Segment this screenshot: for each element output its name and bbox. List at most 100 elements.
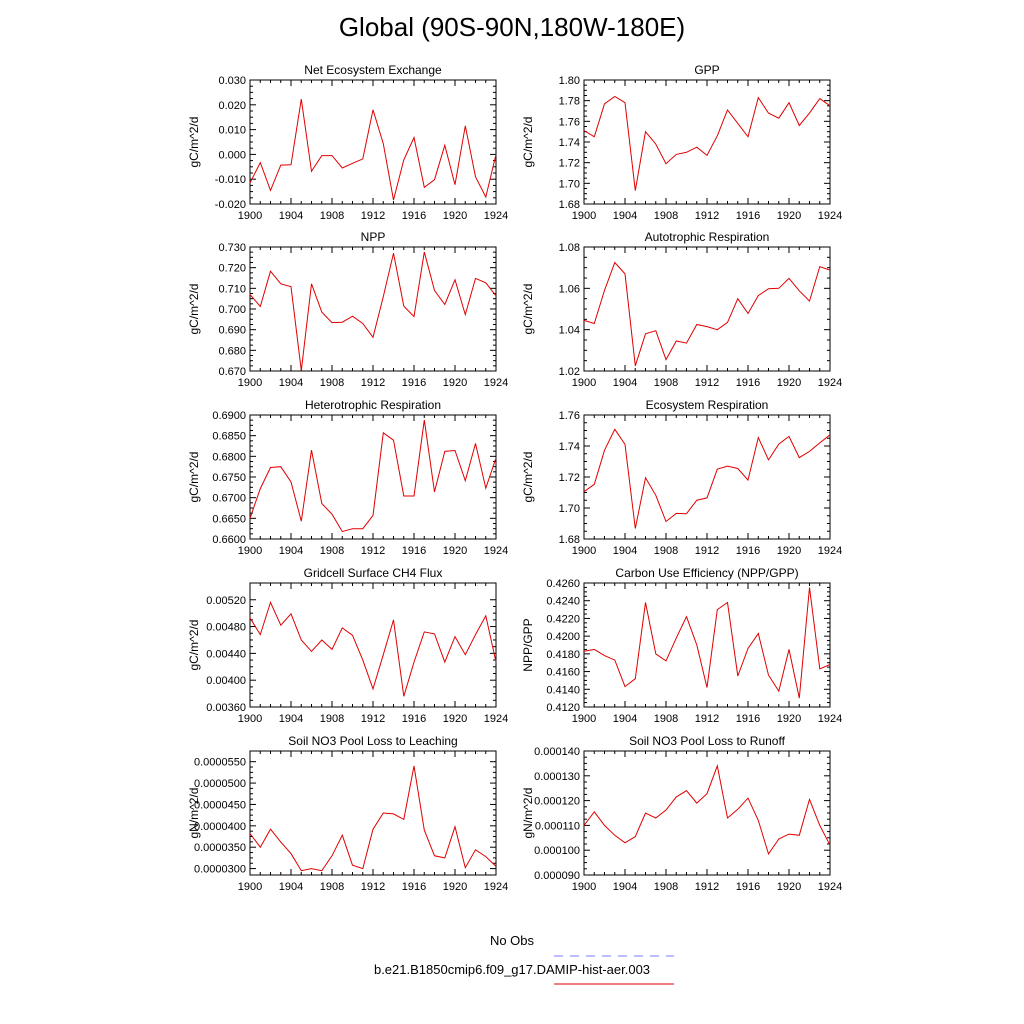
x-tick-label: 1916 [736, 881, 760, 893]
x-tick-label: 1908 [320, 881, 344, 893]
plot-frame [583, 246, 831, 372]
y-tick-label: 0.700 [218, 304, 246, 316]
y-tick-label: 0.000 [218, 149, 246, 161]
y-tick-label: 0.6750 [212, 472, 246, 484]
chart-title: NPP [361, 230, 386, 244]
x-tick-label: 1904 [613, 881, 637, 893]
x-tick-label: 1912 [695, 210, 719, 222]
plot-frame [583, 750, 831, 876]
y-tick-label: 1.80 [559, 75, 580, 87]
y-tick-label: 1.74 [559, 441, 580, 453]
x-tick-label: 1904 [613, 545, 637, 557]
x-tick-label: 1904 [279, 713, 303, 725]
chart-title: Soil NO3 Pool Loss to Leaching [288, 734, 457, 748]
y-tick-label: -0.010 [215, 174, 246, 186]
x-tick-label: 1920 [443, 881, 467, 893]
x-tick-label: 1920 [443, 210, 467, 222]
x-tick-label: 1924 [484, 545, 508, 557]
chart-title: Heterotrophic Respiration [305, 398, 441, 412]
x-tick-label: 1904 [613, 377, 637, 389]
x-tick-label: 1912 [695, 881, 719, 893]
x-tick-label: 1916 [736, 210, 760, 222]
x-tick-label: 1916 [402, 881, 426, 893]
y-axis-label: gC/m^2/d [187, 452, 201, 503]
y-tick-label: 0.00480 [206, 622, 246, 634]
x-tick-label: 1924 [818, 881, 842, 893]
chart-10: Soil NO3 Pool Loss to Runoff 1900 1904 1908… [521, 734, 842, 893]
y-axis-label: gC/m^2/d [521, 452, 535, 503]
y-tick-label: -0.020 [215, 199, 246, 211]
y-tick-label: 1.76 [559, 410, 580, 422]
y-tick-label: 1.08 [559, 242, 580, 254]
legend-line-no-obs [554, 955, 674, 957]
y-tick-label: 0.710 [218, 283, 246, 295]
plot-frame [249, 750, 497, 876]
x-tick-label: 1912 [361, 713, 385, 725]
y-tick-label: 0.690 [218, 325, 246, 337]
y-tick-label: 0.000110 [535, 820, 580, 832]
x-tick-label: 1924 [484, 881, 508, 893]
y-tick-label: 0.0000500 [194, 778, 246, 790]
x-tick-label: 1900 [238, 881, 262, 893]
chart-7: Gridcell Surface CH4 Flux 1900 1904 1908 191… [187, 566, 508, 725]
chart-title: Net Ecosystem Exchange [304, 63, 442, 77]
x-tick-label: 1900 [572, 210, 596, 222]
series-line [249, 419, 497, 533]
series-line [249, 601, 497, 697]
y-axis-label: gC/m^2/d [187, 284, 201, 335]
plot-frame [249, 246, 497, 372]
x-tick-label: 1916 [402, 210, 426, 222]
y-tick-label: 0.4120 [546, 702, 580, 714]
x-tick-label: 1924 [484, 210, 508, 222]
x-tick-label: 1908 [320, 210, 344, 222]
x-tick-label: 1924 [818, 545, 842, 557]
x-tick-label: 1912 [695, 377, 719, 389]
y-tick-label: 0.720 [218, 263, 246, 275]
y-tick-label: 1.72 [559, 158, 580, 170]
chart-5: Heterotrophic Respiration 1900 1904 1908 191… [187, 398, 508, 557]
series-line [583, 95, 831, 191]
y-tick-label: 1.02 [559, 366, 580, 378]
y-tick-label: 1.70 [559, 178, 580, 190]
x-tick-label: 1916 [736, 377, 760, 389]
series-line [583, 428, 831, 529]
x-tick-label: 1916 [402, 713, 426, 725]
series-line [249, 765, 497, 872]
y-tick-label: 1.68 [559, 199, 580, 211]
series-line [583, 764, 831, 856]
plot-frame [249, 414, 497, 540]
y-tick-label: 0.0000300 [194, 864, 246, 876]
y-tick-label: 0.000090 [534, 870, 580, 882]
x-tick-label: 1904 [613, 713, 637, 725]
y-tick-label: 0.4220 [546, 613, 580, 625]
x-tick-label: 1908 [654, 713, 678, 725]
x-tick-label: 1900 [572, 377, 596, 389]
y-tick-label: 0.020 [218, 100, 246, 112]
y-tick-label: 1.70 [559, 503, 580, 515]
chart-1: Net Ecosystem Exchange 1900 1904 1908 1912 19… [187, 63, 508, 222]
chart-6: Ecosystem Respiration 1900 1904 1908 1912 191… [521, 398, 842, 557]
x-tick-label: 1900 [572, 881, 596, 893]
x-tick-label: 1900 [238, 377, 262, 389]
x-tick-label: 1908 [320, 545, 344, 557]
series-line [583, 261, 831, 366]
y-axis-label: gC/m^2/d [521, 284, 535, 335]
chart-2: GPP 1900 1904 1908 1912 1916 1920 1924 1.68 1.70 1… [521, 63, 842, 222]
y-axis-label: gN/m^2/d [187, 788, 201, 839]
y-tick-label: 1.74 [559, 137, 580, 149]
y-tick-label: 0.00400 [206, 675, 246, 687]
plot-frame [583, 414, 831, 540]
y-tick-label: 0.010 [218, 125, 246, 137]
y-tick-label: 0.6800 [212, 451, 246, 463]
y-tick-label: 0.0000400 [194, 821, 246, 833]
x-tick-label: 1900 [238, 545, 262, 557]
x-tick-label: 1900 [238, 713, 262, 725]
y-tick-label: 0.680 [218, 345, 246, 357]
x-tick-label: 1920 [777, 210, 801, 222]
x-tick-label: 1924 [818, 713, 842, 725]
plot-frame [583, 582, 831, 708]
y-tick-label: 0.00440 [206, 648, 246, 660]
y-tick-label: 1.72 [559, 472, 580, 484]
x-tick-label: 1900 [572, 713, 596, 725]
